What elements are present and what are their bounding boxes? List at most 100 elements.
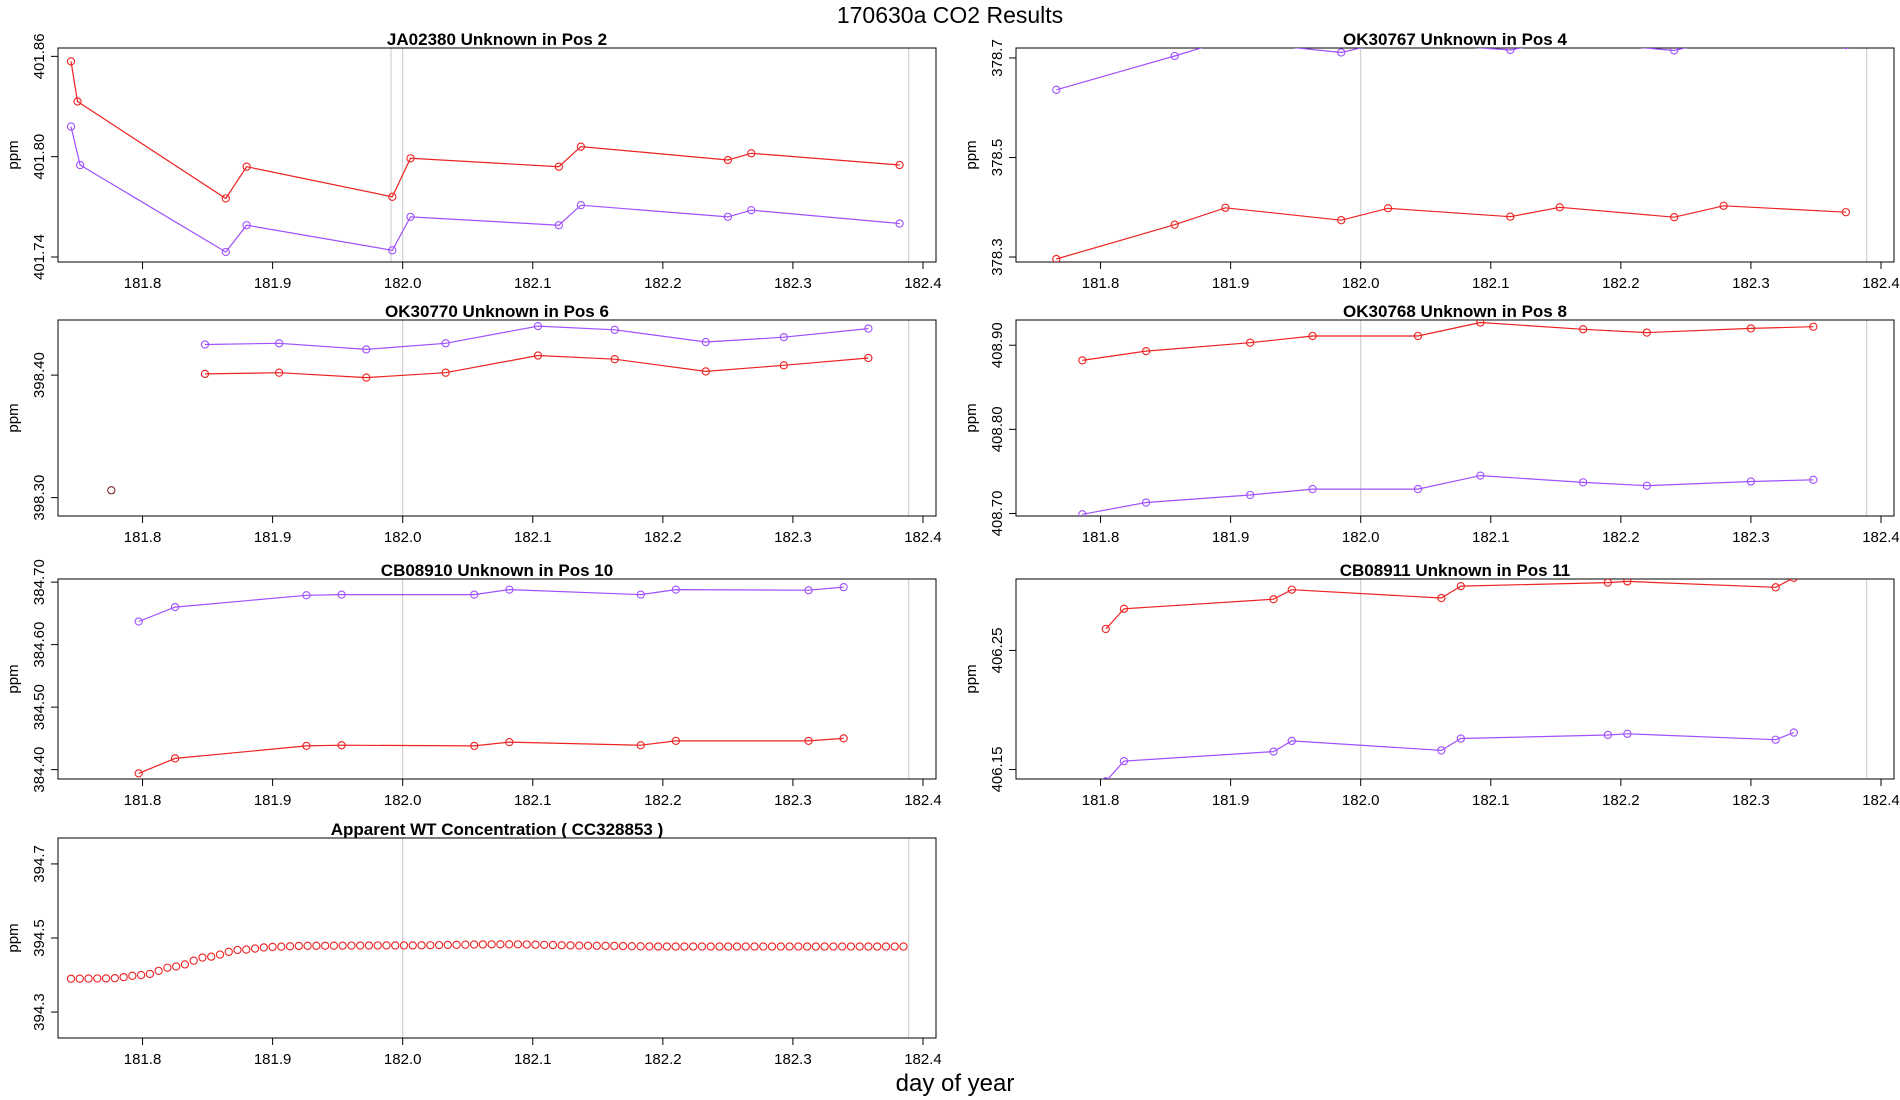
point-OK30768-purple-5 [1476,471,1485,480]
wt-point-72 [697,942,707,951]
wt-point-49 [496,940,505,949]
wt-point-80 [767,942,777,951]
y-axis-label-JA02380: ppm [5,140,22,169]
figure-title: 170630a CO2 Results [836,2,1064,28]
point-OK30768-purple-2 [1245,490,1255,500]
x-tick-label-WT-2: 182.0 [384,1051,422,1068]
wt-point-54 [540,940,549,949]
point-OK30768-red-4 [1413,331,1423,341]
series-line-JA02380-purple [70,126,900,253]
point-JA02380-red-6 [554,162,563,171]
point-CB08910-purple-1 [170,602,180,612]
wt-point-10 [154,966,163,975]
wt-point-40 [417,941,426,950]
wt-point-37 [391,941,400,950]
point-CB08910-red-5 [505,737,514,747]
x-tick-label-WT-3: 182.1 [514,1051,552,1068]
point-OK30767-purple-5 [1506,48,1515,55]
point-JA02380-red-10 [895,160,904,170]
wt-point-23 [268,942,277,952]
y-axis-label-OK30767: ppm [963,140,980,169]
point-CB08910-purple-4 [470,590,479,599]
wt-point-26 [294,941,303,951]
wt-point-14 [189,956,198,965]
wt-point-64 [627,942,636,951]
x-tick-label-JA02380-2: 182.0 [384,275,422,292]
y-tick-label-CB08911-1: 406.25 [989,627,1006,673]
x-tick-label-JA02380-1: 181.9 [254,275,292,292]
wt-point-0 [66,974,76,983]
point-OK30767-purple-3 [1337,48,1346,57]
wt-point-56 [557,941,566,950]
point-OK30770-red-6 [701,367,710,376]
x-tick-label-JA02380-6: 182.4 [904,275,942,292]
panel-OK30768: OK30768 Unknown in Pos 8 181.8 181.9 182.0 1… [963,302,1900,546]
x-tick-label-JA02380-3: 182.1 [514,275,552,292]
point-OK30767-purple-9 [1842,48,1849,50]
point-CB08910-red-2 [302,741,311,751]
wt-point-13 [180,960,190,969]
point-OK30770-red-8 [864,353,873,363]
wt-point-12 [172,962,181,971]
wt-point-1 [75,974,84,983]
x-tick-label-OK30767-3: 182.1 [1472,275,1510,292]
x-tick-label-OK30770-1: 181.9 [254,529,292,546]
point-CB08911-purple-7 [1623,729,1632,738]
plot-frame-WT [57,837,937,1039]
wt-point-45 [461,940,470,949]
x-tick-label-CB08910-5: 182.3 [774,792,812,809]
y-tick-label-CB08910-0: 384.40 [31,747,48,793]
point-CB08910-red-1 [170,754,180,763]
wt-point-94 [890,942,899,951]
wt-point-36 [382,941,391,950]
y-tick-label-CB08910-3: 384.70 [31,559,48,605]
point-OK30770-red-7 [779,361,788,370]
wt-point-59 [583,941,593,950]
point-OK30768-red-3 [1308,331,1317,341]
point-CB08911-red-9 [1789,579,1798,582]
point-JA02380-red-8 [723,155,733,165]
x-tick-label-OK30767-6: 182.4 [1862,275,1900,292]
wt-point-5 [110,974,119,983]
wt-point-17 [215,950,225,959]
wt-point-29 [320,941,330,950]
point-OK30768-purple-9 [1809,475,1818,484]
point-CB08910-purple-9 [839,582,848,592]
panel-JA02380: JA02380 Unknown in Pos 2 181.8 181.9 182.0 1… [5,30,942,292]
point-CB08910-purple-3 [337,590,346,599]
point-CB08911-red-5 [1456,581,1466,591]
x-tick-label-OK30768-0: 181.8 [1082,529,1120,546]
series-line-OK30768-red [1082,321,1814,361]
series-line-OK30767-purple [1056,48,1688,91]
y-axis-label-WT: ppm [5,923,22,952]
point-OK30768-purple-1 [1141,498,1151,507]
series-line-OK30770-red [204,354,869,379]
wt-point-87 [829,942,838,951]
wt-point-81 [776,942,785,951]
x-tick-label-OK30770-4: 182.2 [644,529,682,546]
y-tick-label-OK30768-2: 408.90 [989,322,1006,368]
point-OK30768-purple-0 [1078,510,1087,516]
y-tick-label-CB08910-1: 384.50 [31,684,48,730]
x-tick-label-WT-0: 181.8 [124,1051,162,1068]
wt-point-22 [259,943,268,952]
wt-point-85 [811,942,821,951]
wt-point-76 [732,942,742,951]
point-OK30767-red-5 [1506,212,1515,221]
point-OK30770-purple-6 [701,337,710,347]
panel-title-OK30768: OK30768 Unknown in Pos 8 [1343,302,1567,321]
series-line-OK30768-purple [1082,474,1814,515]
point-OK30770-red-4 [533,351,543,360]
x-tick-label-WT-5: 182.3 [774,1051,812,1068]
point-JA02380-purple-3 [242,221,251,230]
point-OK30767-red-9 [1841,208,1851,217]
x-tick-label-CB08910-4: 182.2 [644,792,682,809]
wt-point-24 [277,942,286,951]
x-tick-label-JA02380-0: 181.8 [124,275,162,292]
point-OK30768-purple-4 [1413,484,1423,494]
x-tick-label-CB08911-2: 182.0 [1342,792,1380,809]
point-CB08911-purple-3 [1287,736,1296,746]
wt-point-46 [469,940,479,949]
plot-frame-OK30770 [57,319,937,517]
series-line-CB08911-red [1105,579,1793,630]
